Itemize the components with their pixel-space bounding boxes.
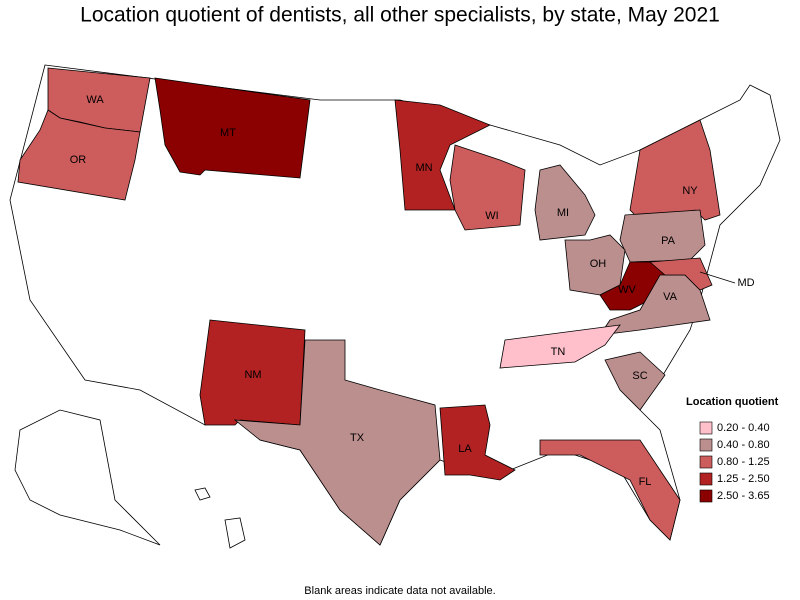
state-shape xyxy=(439,404,516,481)
map-title: Location quotient of dentists, all other… xyxy=(80,4,720,27)
state-label: TN xyxy=(551,346,566,358)
legend-label: 2.50 - 3.65 xyxy=(717,490,770,502)
state-shape xyxy=(649,257,713,291)
state-shape xyxy=(394,99,491,211)
state-shape xyxy=(449,144,526,231)
legend-swatch xyxy=(699,472,713,486)
state-label: FL xyxy=(639,476,652,488)
hawaii xyxy=(194,487,211,501)
legend: Location quotient 0.20 - 0.40 0.40 - 0.80… xyxy=(686,396,779,503)
state-shape xyxy=(604,351,666,411)
leader-line xyxy=(699,271,736,284)
legend-swatch xyxy=(699,421,713,435)
state-label: WI xyxy=(485,210,498,222)
state-label: OH xyxy=(590,258,607,270)
state-label: NM xyxy=(244,369,261,381)
state-shape xyxy=(233,339,441,546)
state-label: OR xyxy=(70,154,87,166)
state-label: WV xyxy=(618,284,636,296)
state-shape xyxy=(499,324,621,369)
alaska xyxy=(14,409,161,546)
legend-title: Location quotient xyxy=(686,396,779,408)
state-label: SC xyxy=(632,370,647,382)
state-shape xyxy=(154,77,311,179)
legend-label: 0.20 - 0.40 xyxy=(717,422,770,434)
state-shape xyxy=(539,439,681,541)
state-shape xyxy=(629,119,721,221)
state-label: LA xyxy=(458,443,472,455)
state-label: MN xyxy=(415,162,432,174)
legend-label: 0.80 - 1.25 xyxy=(717,456,770,468)
state-shape xyxy=(534,164,596,241)
state-label: MT xyxy=(220,127,236,139)
state-shape xyxy=(564,234,626,296)
state-label: NY xyxy=(682,185,698,197)
state-label: TX xyxy=(350,432,365,444)
state-label: MI xyxy=(557,207,569,219)
legend-swatch xyxy=(699,438,713,452)
legend-label: 0.40 - 0.80 xyxy=(717,439,770,451)
state-label: MD xyxy=(737,277,754,289)
state-label: WA xyxy=(86,94,104,106)
legend-swatch xyxy=(699,455,713,469)
hawaii xyxy=(224,517,246,549)
legend-label: 1.25 - 2.50 xyxy=(717,473,770,485)
footnote: Blank areas indicate data not available. xyxy=(304,585,495,597)
legend-swatch xyxy=(699,489,713,503)
state-shape xyxy=(17,109,141,201)
state-label: PA xyxy=(661,235,676,247)
state-label: VA xyxy=(663,291,678,303)
